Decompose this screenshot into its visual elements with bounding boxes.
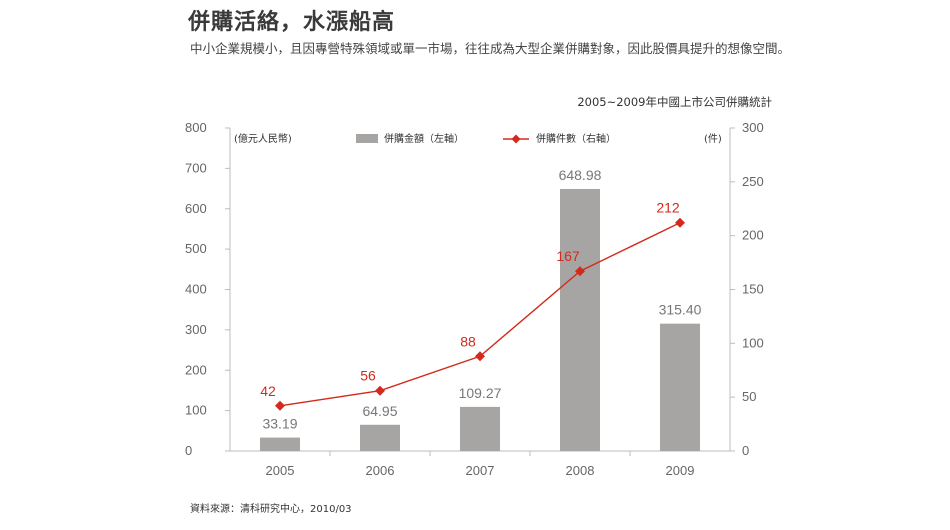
bar — [260, 437, 300, 451]
legend: 併購金額（左軸） 併購件數（右軸） — [356, 132, 616, 145]
right-tick-label: 200 — [742, 228, 764, 243]
page-headline: 併購活絡，水漲船高 — [188, 10, 396, 35]
x-tick-label: 2007 — [466, 463, 495, 478]
x-tick-label: 2006 — [366, 463, 395, 478]
right-axis-ticks: 0 50 100 150 200 250 300 — [730, 120, 764, 458]
left-tick-label: 600 — [185, 201, 207, 216]
left-tick-label: 400 — [185, 282, 207, 297]
bar — [660, 323, 700, 451]
legend-line-label: 併購件數（右軸） — [536, 132, 616, 145]
bar-data-label: 648.98 — [559, 167, 602, 183]
line-point — [275, 400, 285, 411]
line-point — [375, 385, 385, 396]
line-point — [675, 217, 685, 228]
right-tick-label: 300 — [742, 120, 764, 135]
x-tick-label: 2005 — [266, 463, 295, 478]
x-tick-label: 2009 — [666, 463, 695, 478]
bar-series: 33.19 64.95 109.27 648.98 315.40 — [260, 167, 702, 452]
line-path — [279, 222, 681, 407]
bar-data-label: 33.19 — [262, 416, 297, 432]
left-axis-ticks: 0 100 200 300 400 500 600 700 800 — [185, 120, 230, 458]
line-data-label: 42 — [260, 383, 276, 399]
right-tick-label: 50 — [742, 389, 756, 404]
right-tick-label: 150 — [742, 282, 764, 297]
right-tick-label: 0 — [742, 443, 749, 458]
chart-title: 2005~2009年中國上市公司併購統計 — [577, 95, 772, 109]
left-tick-label: 300 — [185, 322, 207, 337]
left-tick-label: 500 — [185, 241, 207, 256]
line-data-label: 88 — [460, 333, 476, 349]
left-tick-label: 0 — [185, 443, 192, 458]
line-point — [475, 351, 485, 362]
legend-bar-label: 併購金額（左軸） — [384, 132, 464, 145]
bar — [360, 424, 400, 451]
right-tick-label: 250 — [742, 174, 764, 189]
line-data-label: 56 — [360, 368, 376, 384]
page-subtitle: 中小企業規模小，且因專營特殊領域或單一市場，往往成為大型企業併購對象，因此股價具… — [190, 41, 791, 56]
left-tick-label: 800 — [185, 120, 207, 135]
bar-data-label: 64.95 — [362, 403, 397, 419]
x-tick-label: 2008 — [566, 463, 595, 478]
right-tick-label: 100 — [742, 335, 764, 350]
legend-line-marker — [511, 134, 521, 144]
left-tick-label: 100 — [185, 403, 207, 418]
bar-data-label: 109.27 — [459, 385, 502, 401]
line-point — [575, 266, 585, 277]
right-axis-label: (件) — [704, 133, 722, 145]
legend-bar-swatch — [356, 134, 378, 143]
x-axis-ticks: 2005 2006 2007 2008 2009 — [266, 451, 695, 478]
left-tick-label: 200 — [185, 362, 207, 377]
bar — [560, 188, 600, 452]
left-axis-label: (億元人民幣) — [234, 132, 292, 145]
source-note: 資料來源：清科研究中心，2010/03 — [190, 504, 352, 515]
bar-data-label: 315.40 — [659, 302, 702, 318]
left-tick-label: 700 — [185, 160, 207, 175]
bar — [460, 406, 500, 451]
line-series: 42 56 88 167 212 — [260, 200, 685, 411]
line-data-label: 212 — [656, 200, 680, 216]
line-data-label: 167 — [556, 248, 580, 264]
